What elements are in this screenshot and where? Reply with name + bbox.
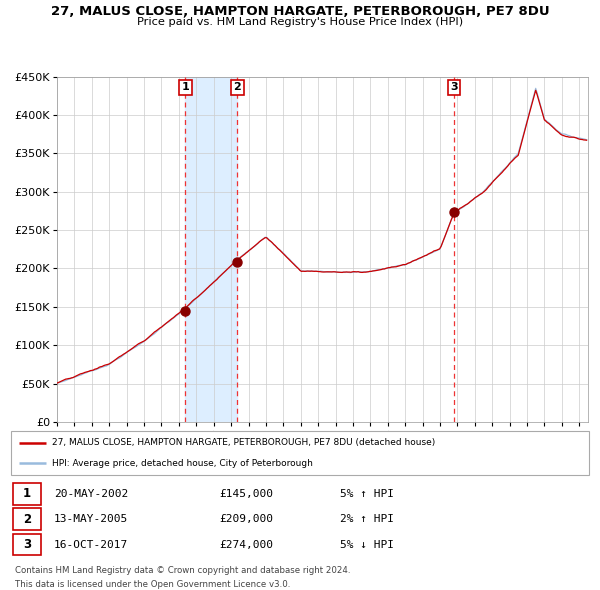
Text: 27, MALUS CLOSE, HAMPTON HARGATE, PETERBOROUGH, PE7 8DU (detached house): 27, MALUS CLOSE, HAMPTON HARGATE, PETERB… xyxy=(52,438,436,447)
Text: 13-MAY-2005: 13-MAY-2005 xyxy=(54,514,128,524)
Text: This data is licensed under the Open Government Licence v3.0.: This data is licensed under the Open Gov… xyxy=(16,581,291,589)
Text: 1: 1 xyxy=(182,82,190,92)
FancyBboxPatch shape xyxy=(13,483,41,504)
FancyBboxPatch shape xyxy=(13,534,41,555)
Text: 16-OCT-2017: 16-OCT-2017 xyxy=(54,539,128,549)
Text: 3: 3 xyxy=(450,82,458,92)
Text: 3: 3 xyxy=(23,538,31,551)
Text: 2% ↑ HPI: 2% ↑ HPI xyxy=(340,514,394,524)
Bar xyxy=(185,77,238,422)
Text: £145,000: £145,000 xyxy=(219,489,273,499)
Text: 27, MALUS CLOSE, HAMPTON HARGATE, PETERBOROUGH, PE7 8DU: 27, MALUS CLOSE, HAMPTON HARGATE, PETERB… xyxy=(50,5,550,18)
FancyBboxPatch shape xyxy=(11,431,589,475)
Text: 2: 2 xyxy=(233,82,241,92)
Text: £274,000: £274,000 xyxy=(219,539,273,549)
Text: 5% ↑ HPI: 5% ↑ HPI xyxy=(340,489,394,499)
Text: Contains HM Land Registry data © Crown copyright and database right 2024.: Contains HM Land Registry data © Crown c… xyxy=(16,566,351,575)
FancyBboxPatch shape xyxy=(13,509,41,530)
Text: 2: 2 xyxy=(23,513,31,526)
Text: 20-MAY-2002: 20-MAY-2002 xyxy=(54,489,128,499)
Text: 5% ↓ HPI: 5% ↓ HPI xyxy=(340,539,394,549)
Text: Price paid vs. HM Land Registry's House Price Index (HPI): Price paid vs. HM Land Registry's House … xyxy=(137,17,463,27)
Text: 1: 1 xyxy=(23,487,31,500)
Text: £209,000: £209,000 xyxy=(219,514,273,524)
Text: HPI: Average price, detached house, City of Peterborough: HPI: Average price, detached house, City… xyxy=(52,458,313,467)
